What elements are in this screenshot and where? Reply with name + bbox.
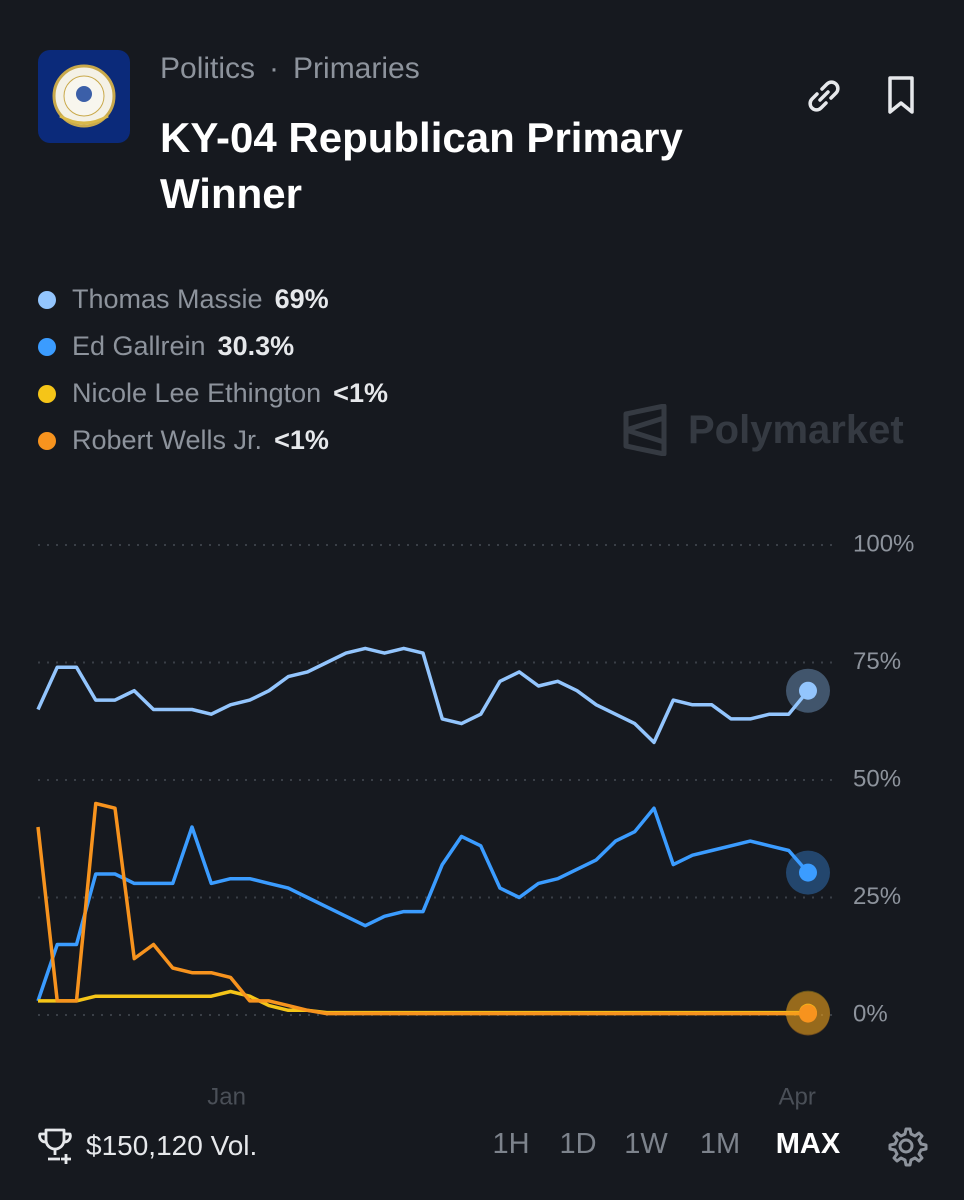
seal xyxy=(52,64,116,128)
volume: $150,120 Vol. xyxy=(86,1130,258,1161)
range-button[interactable]: 1M xyxy=(699,1128,741,1160)
legend-dot xyxy=(38,384,56,403)
end-point xyxy=(799,1004,817,1023)
y-tick-label: 50% xyxy=(853,765,901,792)
legend: Thomas Massie 69% Ed Gallrein 30.3% Nicole L… xyxy=(38,276,388,464)
watermark-text: Polymarket xyxy=(688,407,904,452)
market-title: KY-04 Republican Primary Winner xyxy=(160,114,683,217)
settings-button[interactable] xyxy=(884,1124,928,1168)
series-line xyxy=(36,806,810,1002)
series-line xyxy=(36,646,810,745)
link-button[interactable] xyxy=(800,72,848,120)
range-button[interactable]: 1H xyxy=(492,1128,530,1160)
legend-item: Robert Wells Jr. <1% xyxy=(38,417,388,464)
legend-name: Robert Wells Jr. xyxy=(72,425,263,455)
bookmark-button[interactable] xyxy=(878,72,926,120)
watermark-logo xyxy=(623,404,667,456)
x-tick-label: Apr xyxy=(779,1083,816,1110)
x-tick-label: Jan xyxy=(207,1083,246,1110)
legend-value: 69% xyxy=(274,284,329,314)
legend-value: <1% xyxy=(274,425,329,455)
subcategory[interactable]: Primaries xyxy=(293,52,420,85)
range-button[interactable]: MAX xyxy=(775,1128,841,1160)
breadcrumb: Politics · Primaries xyxy=(160,52,420,85)
category[interactable]: Politics xyxy=(160,52,256,85)
end-point xyxy=(799,681,817,700)
end-point xyxy=(799,863,817,882)
legend-item: Thomas Massie 69% xyxy=(38,276,388,323)
y-tick-label: 100% xyxy=(853,530,914,557)
y-tick-label: 25% xyxy=(853,883,901,910)
legend-item: Ed Gallrein 30.3% xyxy=(38,323,388,370)
series-line xyxy=(38,989,808,1015)
series-line xyxy=(36,801,808,1016)
legend-value: 30.3% xyxy=(217,331,295,361)
legend-name: Thomas Massie xyxy=(72,284,263,314)
market-icon xyxy=(38,50,130,143)
y-tick-label: 0% xyxy=(853,1000,888,1027)
legend-name: Ed Gallrein xyxy=(72,331,206,361)
range-button[interactable]: 1W xyxy=(624,1128,668,1160)
legend-name: Nicole Lee Ethington xyxy=(72,378,322,408)
chart: 0% 25% 50% 75% 100% Jan Apr xyxy=(36,530,914,1110)
legend-dot xyxy=(38,337,56,356)
y-tick-label: 75% xyxy=(853,648,901,675)
legend-item: Nicole Lee Ethington <1% xyxy=(38,370,388,417)
legend-dot xyxy=(38,290,56,309)
legend-dot xyxy=(38,431,56,450)
legend-value: <1% xyxy=(333,378,388,408)
range-button[interactable]: 1D xyxy=(559,1128,597,1160)
watermark: Polymarket xyxy=(620,404,904,456)
trophy-icon xyxy=(38,1128,72,1164)
